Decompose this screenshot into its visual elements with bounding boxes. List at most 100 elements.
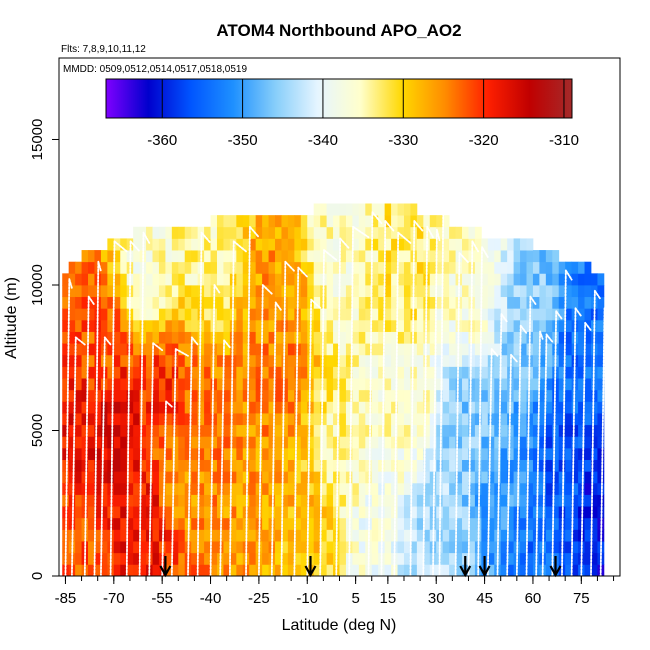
heatmap-cell (281, 564, 289, 577)
heatmap-cell (539, 366, 547, 379)
heatmap-cell (487, 552, 495, 565)
heatmap-cell (365, 238, 373, 251)
heatmap-cell (352, 203, 360, 216)
heatmap-cell (139, 401, 147, 414)
heatmap-cell (107, 308, 115, 321)
heatmap-cell (403, 506, 411, 519)
heatmap-cell (481, 529, 489, 542)
heatmap-cell (165, 250, 173, 263)
heatmap-cell (120, 552, 128, 565)
heatmap-cell (474, 436, 482, 449)
heatmap-cell (204, 447, 211, 460)
heatmap-cell (223, 261, 231, 274)
heatmap-cell (507, 564, 515, 577)
heatmap-cell (262, 459, 269, 472)
heatmap-cell (468, 226, 476, 239)
heatmap-cell (391, 378, 398, 391)
heatmap-cell (191, 261, 199, 274)
heatmap-cell (107, 424, 115, 437)
heatmap-cell (300, 308, 308, 321)
heatmap-cell (436, 319, 444, 332)
heatmap-cell (75, 296, 82, 309)
heatmap-cell (584, 424, 592, 437)
heatmap-cell (584, 331, 592, 344)
heatmap-cell (455, 226, 463, 239)
heatmap-cell (126, 541, 134, 554)
heatmap-cell (300, 238, 308, 251)
heatmap-cells (62, 203, 605, 577)
heatmap-cell (210, 250, 218, 263)
heatmap-cell (133, 482, 141, 495)
heatmap-cell (358, 529, 366, 542)
heatmap-cell (371, 273, 379, 286)
heatmap-cell (275, 250, 282, 263)
heatmap-cell (249, 482, 257, 495)
heatmap-cell (171, 413, 179, 426)
heatmap-cell (236, 447, 244, 460)
heatmap-cell (204, 354, 211, 367)
heatmap-cell (287, 250, 295, 263)
heatmap-cell (216, 413, 224, 426)
heatmap-cell (481, 413, 489, 426)
heatmap-cell (146, 471, 153, 484)
heatmap-cell (384, 343, 392, 356)
heatmap-cell (216, 343, 224, 356)
heatmap-cell (216, 215, 224, 228)
heatmap-cell (423, 424, 431, 437)
heatmap-cell (75, 378, 82, 391)
heatmap-cell (275, 482, 282, 495)
heatmap-cell (133, 319, 141, 332)
heatmap-cell (513, 494, 521, 507)
heatmap-cell (520, 541, 527, 554)
heatmap-cell (500, 552, 508, 565)
heatmap-cell (462, 343, 469, 356)
heatmap-cell (371, 331, 379, 344)
heatmap-cell (88, 273, 95, 286)
heatmap-cell (287, 319, 295, 332)
heatmap-cell (468, 424, 476, 437)
heatmap-cell (100, 564, 108, 577)
heatmap-cell (565, 261, 573, 274)
heatmap-cell (333, 413, 340, 426)
heatmap-cell (184, 250, 192, 263)
x-tick-label: 5 (351, 590, 359, 607)
heatmap-cell (487, 319, 495, 332)
heatmap-cell (507, 436, 515, 449)
heatmap-cell (184, 331, 192, 344)
heatmap-cell (165, 354, 173, 367)
heatmap-cell (171, 238, 179, 251)
heatmap-cell (307, 471, 315, 484)
heatmap-cell (313, 529, 321, 542)
heatmap-cell (552, 494, 560, 507)
heatmap-cell (578, 401, 585, 414)
heatmap-cell (597, 401, 605, 414)
heatmap-cell (500, 517, 508, 530)
heatmap-cell (345, 250, 353, 263)
heatmap-cell (520, 250, 527, 263)
heatmap-cell (352, 494, 360, 507)
heatmap-cell (429, 378, 437, 391)
heatmap-cell (558, 413, 566, 426)
heatmap-cell (507, 308, 515, 321)
heatmap-cell (236, 529, 244, 542)
heatmap-cell (403, 319, 411, 332)
heatmap-cell (371, 506, 379, 519)
heatmap-cell (365, 203, 373, 216)
heatmap-cell (391, 261, 398, 274)
heatmap-cell (384, 517, 392, 530)
heatmap-cell (378, 261, 386, 274)
heatmap-cell (171, 552, 179, 565)
heatmap-cell (229, 226, 237, 239)
heatmap-cell (68, 389, 76, 402)
heatmap-cell (442, 215, 450, 228)
heatmap-cell (262, 552, 269, 565)
heatmap-cell (520, 436, 527, 449)
heatmap-cell (107, 471, 115, 484)
heatmap-cell (397, 459, 405, 472)
heatmap-cell (229, 413, 237, 426)
heatmap-cell (197, 436, 205, 449)
heatmap-cell (429, 226, 437, 239)
heatmap-cell (236, 308, 244, 321)
heatmap-cell (397, 343, 405, 356)
